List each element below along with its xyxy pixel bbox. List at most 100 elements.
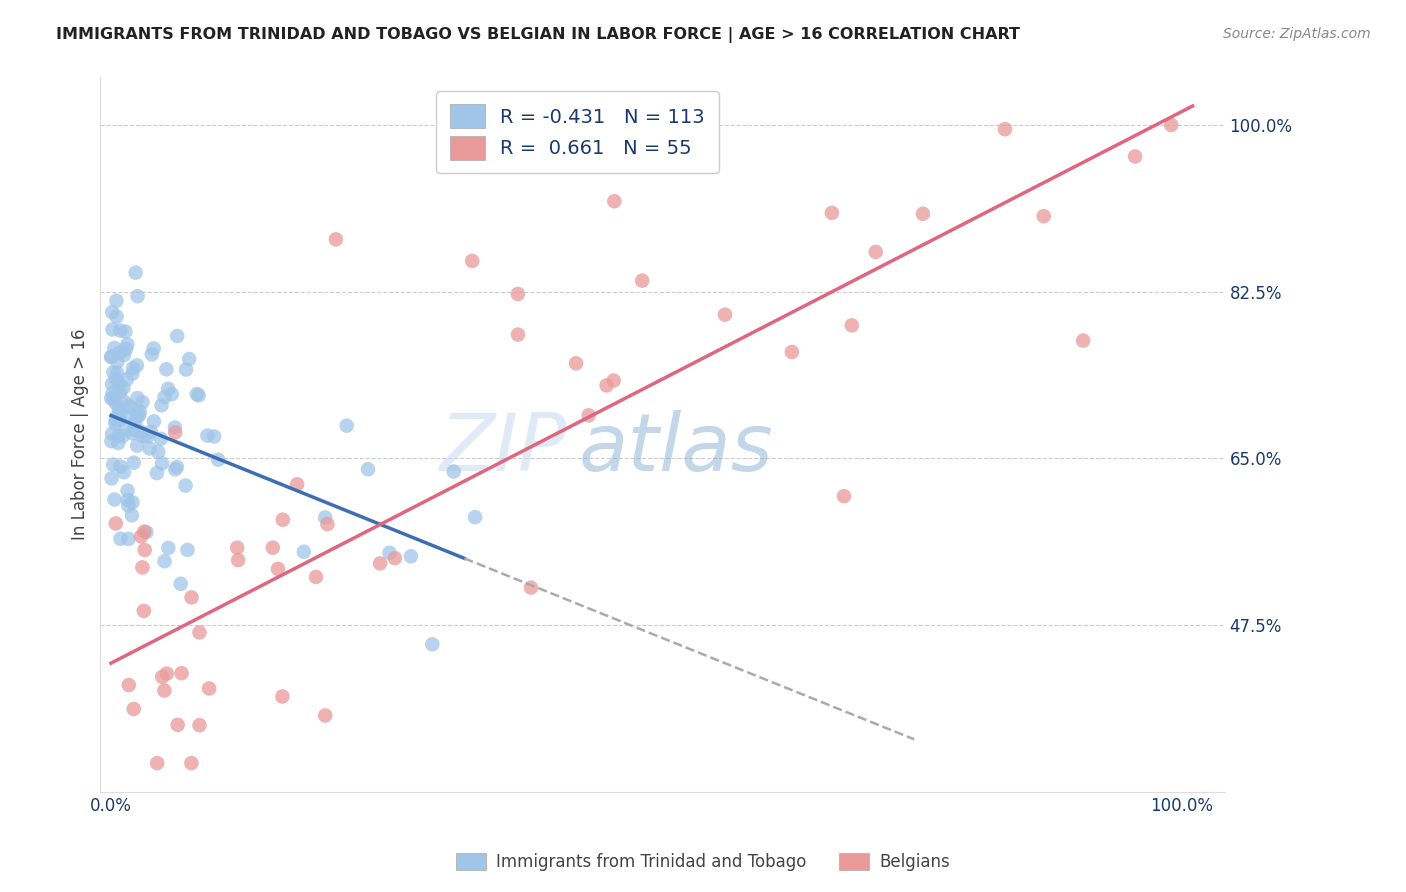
Point: [166, 459, 188, 474]
Legend: Immigrants from Trinidad and Tobago, Belgians: Immigrants from Trinidad and Tobago, Bel…: [447, 845, 959, 880]
Point: [1123, 149, 1146, 163]
Point: [104, 413, 127, 427]
Point: [125, 359, 148, 373]
Point: [368, 557, 391, 571]
Point: [153, 554, 176, 568]
Point: [110, 459, 132, 474]
Point: [149, 432, 172, 446]
Point: [132, 429, 155, 443]
Point: [110, 532, 132, 546]
Point: [129, 425, 152, 439]
Point: [174, 478, 197, 492]
Point: [207, 452, 229, 467]
Point: [112, 348, 135, 362]
Point: [100, 434, 122, 449]
Point: [107, 429, 129, 443]
Point: [153, 683, 176, 698]
Point: [841, 318, 863, 333]
Point: [267, 562, 290, 576]
Point: [127, 439, 149, 453]
Point: [378, 546, 401, 560]
Point: [141, 347, 163, 361]
Point: [865, 244, 887, 259]
Point: [142, 342, 165, 356]
Point: [110, 324, 132, 338]
Point: [174, 362, 197, 376]
Point: [176, 542, 198, 557]
Point: [127, 289, 149, 303]
Point: [150, 398, 173, 412]
Point: [150, 457, 173, 471]
Point: [100, 392, 122, 406]
Point: [108, 412, 131, 426]
Point: [121, 426, 143, 441]
Point: [187, 388, 209, 402]
Point: [103, 366, 125, 380]
Point: [107, 436, 129, 450]
Point: [399, 549, 422, 564]
Point: [780, 345, 803, 359]
Point: [163, 420, 186, 434]
Point: [603, 194, 626, 209]
Point: [166, 718, 188, 732]
Point: [127, 409, 149, 424]
Text: atlas: atlas: [578, 409, 773, 488]
Point: [108, 385, 131, 400]
Point: [131, 560, 153, 574]
Point: [105, 355, 128, 369]
Point: [186, 387, 208, 401]
Point: [188, 625, 211, 640]
Point: [105, 372, 128, 386]
Point: [136, 429, 159, 443]
Point: [103, 492, 125, 507]
Text: Source: ZipAtlas.com: Source: ZipAtlas.com: [1223, 27, 1371, 41]
Point: [127, 391, 149, 405]
Point: [122, 423, 145, 437]
Point: [107, 408, 129, 422]
Point: [146, 466, 169, 480]
Point: [121, 495, 143, 509]
Point: [994, 122, 1017, 136]
Point: [115, 372, 138, 386]
Point: [506, 327, 529, 342]
Legend: R = -0.431   N = 113, R =  0.661   N = 55: R = -0.431 N = 113, R = 0.661 N = 55: [436, 91, 718, 173]
Point: [122, 702, 145, 716]
Point: [117, 337, 139, 351]
Point: [166, 329, 188, 343]
Point: [520, 581, 543, 595]
Point: [271, 513, 294, 527]
Point: [443, 465, 465, 479]
Point: [117, 483, 139, 498]
Point: [602, 374, 624, 388]
Point: [118, 678, 141, 692]
Point: [128, 409, 150, 423]
Point: [100, 471, 122, 485]
Point: [108, 377, 131, 392]
Point: [103, 392, 125, 406]
Point: [314, 708, 336, 723]
Point: [156, 666, 179, 681]
Point: [111, 429, 134, 443]
Point: [100, 350, 122, 364]
Point: [107, 376, 129, 391]
Point: [124, 414, 146, 428]
Point: [131, 395, 153, 409]
Point: [285, 477, 308, 491]
Point: [101, 305, 124, 319]
Point: [155, 362, 177, 376]
Point: [101, 386, 124, 401]
Point: [150, 670, 173, 684]
Point: [122, 456, 145, 470]
Point: [114, 422, 136, 436]
Point: [115, 409, 138, 424]
Point: [117, 492, 139, 507]
Point: [314, 510, 336, 524]
Point: [188, 718, 211, 732]
Point: [104, 395, 127, 409]
Point: [110, 406, 132, 420]
Point: [157, 382, 180, 396]
Point: [226, 541, 249, 555]
Y-axis label: In Labor Force | Age > 16: In Labor Force | Age > 16: [72, 329, 89, 541]
Point: [104, 417, 127, 431]
Point: [103, 341, 125, 355]
